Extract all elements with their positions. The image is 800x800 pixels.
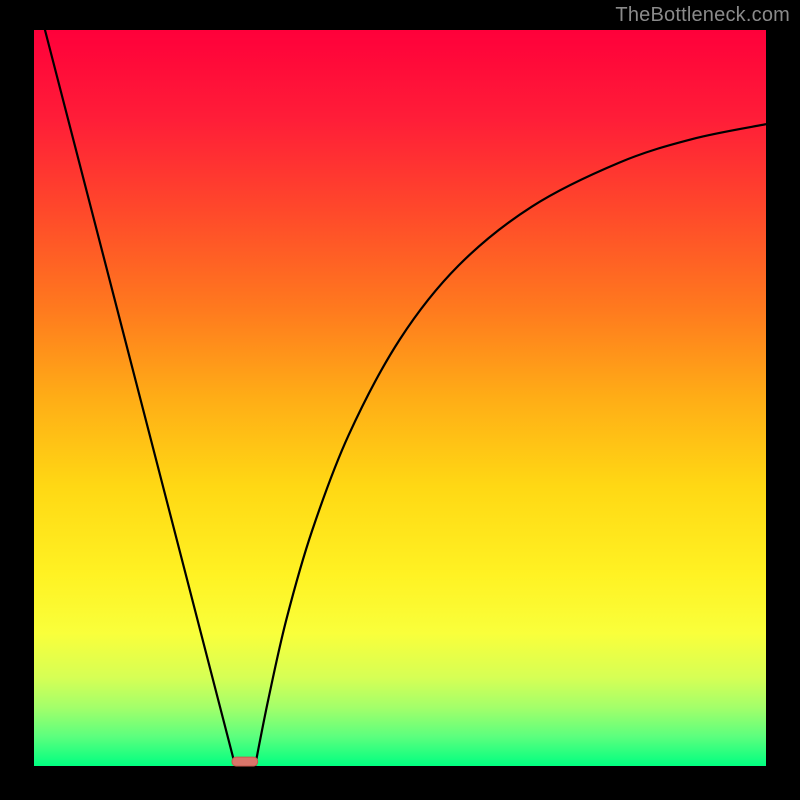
watermark-text: TheBottleneck.com xyxy=(615,4,790,27)
plot-gradient-area xyxy=(34,30,766,766)
bottleneck-chart xyxy=(0,0,800,800)
notch-marker xyxy=(232,757,258,766)
chart-root: TheBottleneck.com xyxy=(0,0,800,800)
